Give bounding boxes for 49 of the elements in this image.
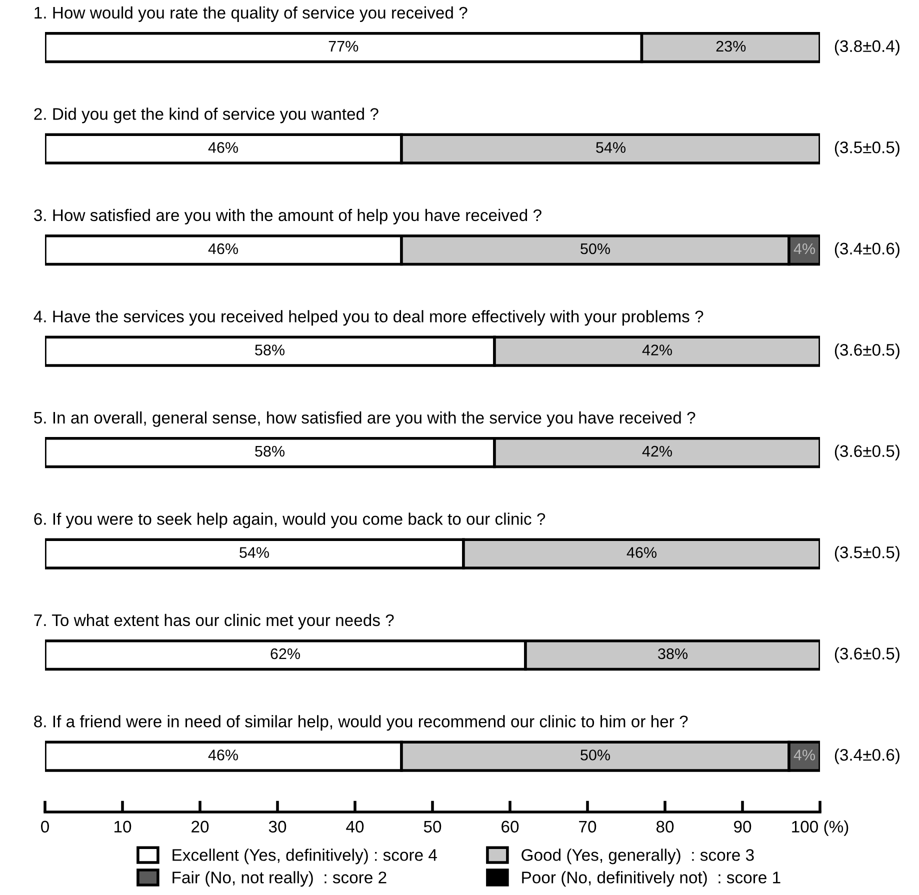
legend-label: Fair (No, not really) : score 2 (172, 871, 386, 887)
text: (3.8±0.4) (834, 40, 900, 56)
x-tick-label: 70 (579, 820, 596, 833)
data-label: 54% (240, 547, 269, 558)
text: (3.6±0.5) (834, 344, 900, 360)
y-tick-label: 3. How satisfied are you with the amount of help you have received ? (34, 208, 542, 224)
y-tick-label: 7. To what extent has our clinic met your needs ? (34, 614, 394, 630)
legend-label: Good (Yes, generally) : score 3 (522, 848, 754, 864)
y-tick-label: 5. In an overall, general sense, how satisfied are you with the service you have received ? (34, 411, 696, 427)
y-tick-label: 2. Did you get the kind of service you wanted ? (34, 108, 378, 124)
data-label: 46% (208, 243, 238, 254)
data-label: 4% (794, 750, 815, 760)
data-label: 50% (580, 750, 610, 760)
data-label: 58% (255, 344, 284, 356)
text: (3.5±0.5) (834, 141, 900, 157)
x-tick-label: 20 (192, 820, 209, 833)
data-label: 46% (626, 547, 656, 558)
x-tick-label: 40 (346, 820, 364, 833)
data-label: 38% (658, 648, 688, 660)
data-label: 62% (270, 648, 300, 660)
legend-label: Excellent (Yes, definitively) : score 4 (172, 848, 437, 864)
y-tick-label: 8. If a friend were in need of similar help, would you recommend our clinic to him or her ? (34, 715, 688, 731)
data-label: 50% (580, 243, 610, 254)
text: (3.4±0.6) (834, 748, 900, 764)
y-tick-label: 1. How would you rate the quality of service you received ? (34, 6, 468, 22)
x-tick-label: 80 (656, 820, 674, 833)
x-tick-label: 0 (41, 820, 49, 833)
data-label: 42% (642, 446, 672, 457)
x-tick-label: 10 (114, 820, 132, 833)
x-tick-label: 100 (%) (792, 820, 848, 836)
y-tick-label: 4. Have the services you received helped you to deal more effectively with your problems ? (34, 310, 704, 326)
data-label: 58% (255, 446, 284, 457)
text: (3.4±0.6) (834, 242, 900, 258)
x-tick-label: 90 (734, 820, 752, 833)
y-tick-label: 6. If you were to seek help again, would you come back to our clinic ? (34, 512, 546, 528)
data-label: 46% (208, 142, 238, 153)
data-label: 77% (328, 40, 358, 52)
x-tick-label: 60 (502, 820, 519, 833)
x-tick-label: 50 (424, 820, 442, 833)
x-tick-label: 30 (268, 820, 286, 833)
text: (3.6±0.5) (834, 647, 900, 663)
data-label: 23% (716, 40, 746, 52)
data-label: 4% (794, 243, 815, 254)
data-label: 54% (596, 142, 626, 153)
text: (3.5±0.5) (834, 546, 900, 562)
legend-label: Poor (No, definitively not) : score 1 (522, 871, 780, 887)
data-label: 46% (208, 750, 238, 760)
data-label: 42% (642, 344, 672, 356)
text: (3.6±0.5) (834, 444, 900, 460)
